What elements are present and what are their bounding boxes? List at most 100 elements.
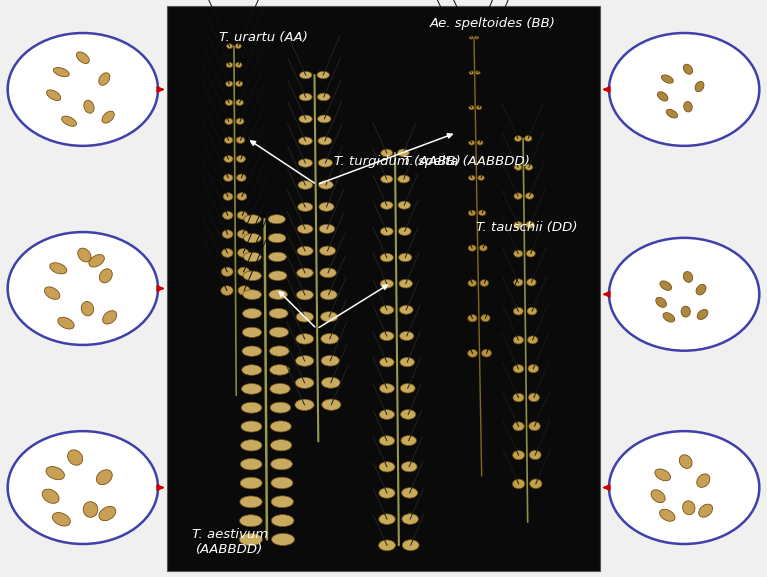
Ellipse shape xyxy=(321,312,337,322)
Ellipse shape xyxy=(469,71,474,74)
Ellipse shape xyxy=(240,496,262,508)
Ellipse shape xyxy=(400,331,414,340)
Ellipse shape xyxy=(300,72,312,78)
Ellipse shape xyxy=(320,268,336,278)
Ellipse shape xyxy=(299,93,312,101)
Ellipse shape xyxy=(272,533,295,545)
Ellipse shape xyxy=(321,334,338,344)
Ellipse shape xyxy=(84,100,94,113)
Ellipse shape xyxy=(468,314,477,322)
Ellipse shape xyxy=(397,149,409,156)
Ellipse shape xyxy=(514,164,522,170)
Text: T. spelta (AABBDD): T. spelta (AABBDD) xyxy=(403,155,529,168)
Ellipse shape xyxy=(8,232,158,345)
Ellipse shape xyxy=(667,110,677,118)
Ellipse shape xyxy=(240,459,262,470)
Ellipse shape xyxy=(651,490,665,503)
Ellipse shape xyxy=(243,271,262,280)
Ellipse shape xyxy=(699,504,713,517)
Ellipse shape xyxy=(379,540,396,551)
Ellipse shape xyxy=(268,215,285,224)
Ellipse shape xyxy=(401,436,416,445)
Ellipse shape xyxy=(100,269,112,283)
Text: T. urartu (AA): T. urartu (AA) xyxy=(219,31,308,44)
Ellipse shape xyxy=(514,279,523,286)
Ellipse shape xyxy=(478,175,485,181)
Ellipse shape xyxy=(526,250,535,257)
Ellipse shape xyxy=(513,422,525,431)
Ellipse shape xyxy=(380,410,394,419)
Ellipse shape xyxy=(380,253,393,262)
Ellipse shape xyxy=(103,310,117,324)
Ellipse shape xyxy=(380,332,394,340)
Ellipse shape xyxy=(270,402,291,413)
Ellipse shape xyxy=(268,271,287,280)
Ellipse shape xyxy=(379,488,395,498)
Ellipse shape xyxy=(525,136,532,141)
Ellipse shape xyxy=(697,309,708,320)
Ellipse shape xyxy=(46,467,64,479)
Ellipse shape xyxy=(479,245,487,251)
Ellipse shape xyxy=(242,346,262,357)
Ellipse shape xyxy=(223,193,233,200)
Ellipse shape xyxy=(295,377,314,388)
Ellipse shape xyxy=(99,73,110,85)
Ellipse shape xyxy=(380,227,393,235)
Ellipse shape xyxy=(469,175,475,181)
Ellipse shape xyxy=(527,279,536,286)
Ellipse shape xyxy=(609,238,759,351)
Ellipse shape xyxy=(321,399,341,410)
Ellipse shape xyxy=(240,477,262,489)
Ellipse shape xyxy=(271,440,291,451)
Ellipse shape xyxy=(269,327,288,338)
Ellipse shape xyxy=(237,174,246,181)
Ellipse shape xyxy=(400,305,413,314)
Ellipse shape xyxy=(97,470,112,485)
Ellipse shape xyxy=(77,248,91,262)
Ellipse shape xyxy=(244,215,262,224)
Ellipse shape xyxy=(42,489,59,503)
Ellipse shape xyxy=(269,308,288,319)
Ellipse shape xyxy=(241,402,262,413)
Ellipse shape xyxy=(236,155,245,162)
Ellipse shape xyxy=(479,210,486,216)
Ellipse shape xyxy=(380,175,393,183)
Ellipse shape xyxy=(475,36,479,39)
Text: Ae. speltoides (BB): Ae. speltoides (BB) xyxy=(430,17,555,29)
Ellipse shape xyxy=(270,383,290,394)
Ellipse shape xyxy=(482,349,492,357)
Ellipse shape xyxy=(237,193,247,200)
Ellipse shape xyxy=(680,455,692,469)
Ellipse shape xyxy=(696,284,706,295)
Ellipse shape xyxy=(8,33,158,146)
Ellipse shape xyxy=(529,450,542,459)
Ellipse shape xyxy=(514,136,522,141)
Ellipse shape xyxy=(317,72,329,78)
Ellipse shape xyxy=(102,111,114,123)
Ellipse shape xyxy=(298,224,313,234)
Ellipse shape xyxy=(695,81,704,92)
Ellipse shape xyxy=(54,68,69,77)
Ellipse shape xyxy=(683,102,693,112)
Ellipse shape xyxy=(237,230,249,238)
Ellipse shape xyxy=(235,44,242,48)
Text: T. turgidum (AABB): T. turgidum (AABB) xyxy=(334,155,460,168)
Ellipse shape xyxy=(225,137,233,144)
Ellipse shape xyxy=(272,515,294,527)
Ellipse shape xyxy=(513,308,523,315)
Ellipse shape xyxy=(661,75,673,83)
Ellipse shape xyxy=(681,306,690,317)
Ellipse shape xyxy=(696,474,710,488)
Ellipse shape xyxy=(239,515,262,527)
Ellipse shape xyxy=(242,365,262,375)
Ellipse shape xyxy=(225,81,232,87)
Ellipse shape xyxy=(379,436,395,445)
Ellipse shape xyxy=(242,327,262,338)
Ellipse shape xyxy=(481,314,490,322)
Ellipse shape xyxy=(398,201,410,209)
Ellipse shape xyxy=(243,290,262,299)
Ellipse shape xyxy=(99,507,116,520)
Ellipse shape xyxy=(235,100,243,106)
Ellipse shape xyxy=(271,458,292,470)
Ellipse shape xyxy=(295,355,314,366)
